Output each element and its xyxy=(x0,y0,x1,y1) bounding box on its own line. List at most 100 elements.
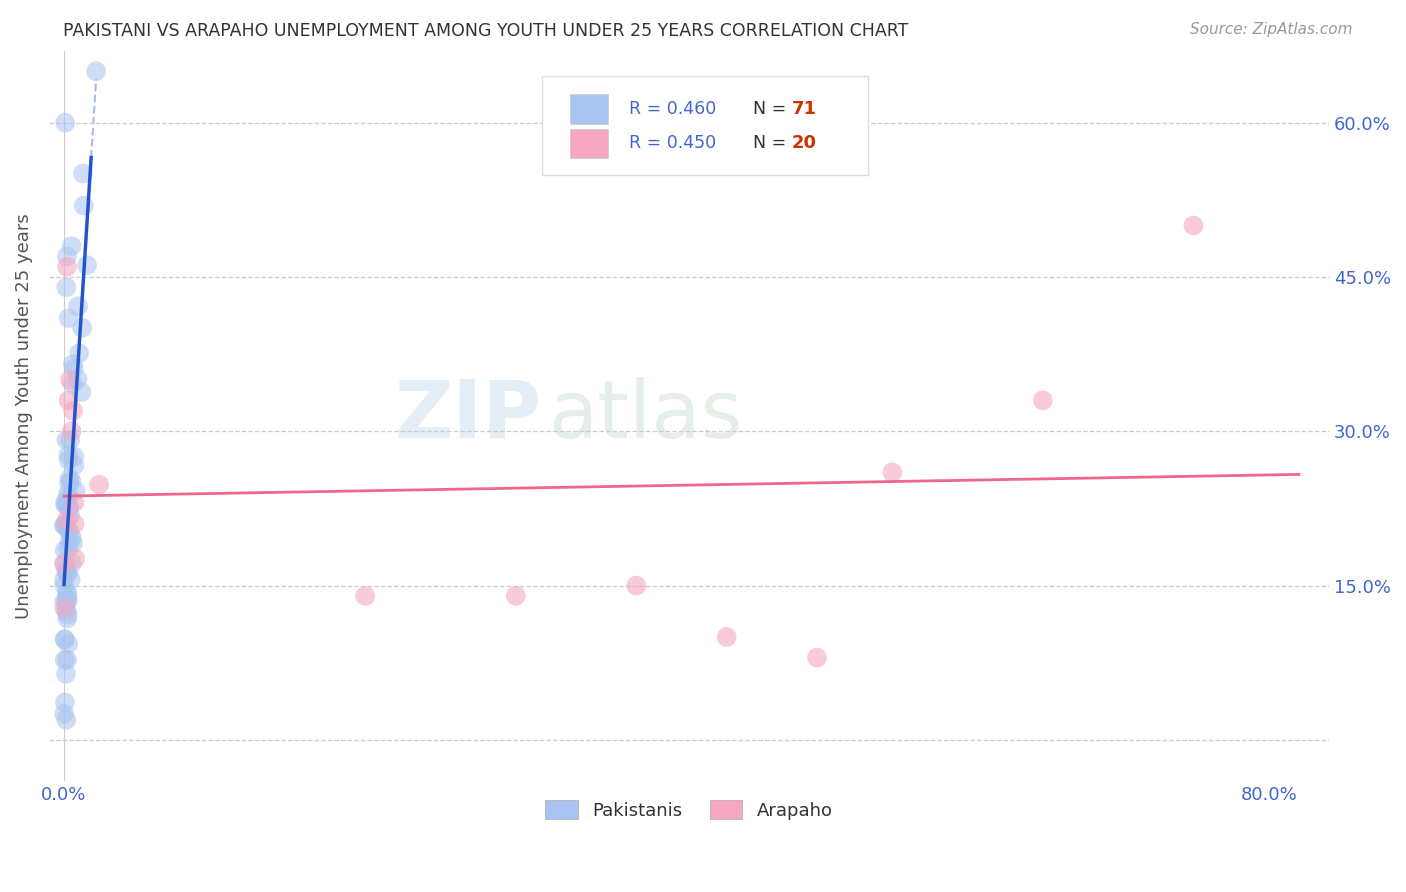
Point xyxy=(53,495,76,509)
Point xyxy=(56,588,79,602)
Point xyxy=(63,450,86,464)
Point xyxy=(59,373,82,387)
Point xyxy=(55,513,77,527)
Text: 71: 71 xyxy=(792,100,817,118)
Point xyxy=(806,650,828,665)
Point xyxy=(56,607,79,622)
Point xyxy=(55,280,77,294)
Point xyxy=(56,249,79,263)
Legend: Pakistanis, Arapaho: Pakistanis, Arapaho xyxy=(538,793,839,827)
Point xyxy=(63,458,86,473)
Point xyxy=(84,64,107,78)
Text: PAKISTANI VS ARAPAHO UNEMPLOYMENT AMONG YOUTH UNDER 25 YEARS CORRELATION CHART: PAKISTANI VS ARAPAHO UNEMPLOYMENT AMONG … xyxy=(63,22,908,40)
Point xyxy=(58,448,80,462)
Point xyxy=(63,495,86,509)
Text: N =: N = xyxy=(754,100,786,118)
Point xyxy=(354,589,377,603)
Point xyxy=(56,486,79,500)
Point xyxy=(59,533,82,548)
Point xyxy=(73,199,96,213)
Point xyxy=(55,604,77,618)
Point xyxy=(58,475,80,490)
Point xyxy=(56,585,79,599)
Point xyxy=(56,593,79,607)
Point xyxy=(56,653,79,667)
Point xyxy=(60,424,83,438)
Point xyxy=(59,508,82,523)
Text: R = 0.460: R = 0.460 xyxy=(628,100,716,118)
Point xyxy=(55,433,77,447)
Point xyxy=(72,167,94,181)
Point xyxy=(626,578,648,592)
Text: R = 0.450: R = 0.450 xyxy=(628,135,716,153)
Text: 20: 20 xyxy=(792,135,817,153)
Point xyxy=(55,563,77,577)
Text: ZIP: ZIP xyxy=(395,376,541,455)
Point xyxy=(60,474,83,488)
Point xyxy=(55,518,77,533)
Point xyxy=(59,471,82,485)
Point xyxy=(53,557,76,571)
Point xyxy=(55,666,77,681)
Point xyxy=(55,498,77,512)
Point xyxy=(62,403,84,417)
Point xyxy=(63,551,86,566)
FancyBboxPatch shape xyxy=(541,76,868,175)
Point xyxy=(53,573,76,587)
Point xyxy=(882,466,904,480)
Point xyxy=(66,372,89,386)
Point xyxy=(67,346,90,360)
Point xyxy=(53,116,76,130)
Point xyxy=(53,695,76,709)
Point xyxy=(53,518,76,533)
Point xyxy=(55,713,77,727)
Point xyxy=(53,706,76,721)
Point xyxy=(59,525,82,540)
Point xyxy=(56,491,79,505)
Text: N =: N = xyxy=(754,135,786,153)
Point xyxy=(53,543,76,558)
FancyBboxPatch shape xyxy=(569,128,609,158)
Point xyxy=(59,500,82,515)
Point xyxy=(70,321,93,335)
Point xyxy=(56,566,79,580)
Point xyxy=(60,556,83,570)
Point xyxy=(56,522,79,536)
Point xyxy=(63,516,86,531)
Point xyxy=(70,385,93,400)
FancyBboxPatch shape xyxy=(569,95,609,124)
Point xyxy=(62,357,84,371)
Point xyxy=(53,498,76,512)
Point xyxy=(53,578,76,592)
Point xyxy=(56,592,79,607)
Point xyxy=(59,433,82,447)
Point xyxy=(55,597,77,611)
Point xyxy=(58,311,80,326)
Point xyxy=(60,239,83,253)
Point xyxy=(63,361,86,376)
Point xyxy=(53,632,76,646)
Point xyxy=(56,611,79,625)
Point xyxy=(56,260,79,274)
Text: Source: ZipAtlas.com: Source: ZipAtlas.com xyxy=(1189,22,1353,37)
Y-axis label: Unemployment Among Youth under 25 years: Unemployment Among Youth under 25 years xyxy=(15,213,32,619)
Point xyxy=(58,500,80,515)
Point xyxy=(53,556,76,570)
Point xyxy=(716,630,738,644)
Point xyxy=(58,541,80,556)
Point xyxy=(59,573,82,587)
Point xyxy=(53,632,76,647)
Point xyxy=(62,536,84,550)
Point xyxy=(505,589,527,603)
Point xyxy=(66,299,89,313)
Point xyxy=(53,517,76,532)
Point xyxy=(89,477,111,491)
Point xyxy=(56,566,79,581)
Point xyxy=(76,258,98,272)
Point xyxy=(1032,393,1054,408)
Point xyxy=(62,376,84,391)
Point xyxy=(1182,219,1205,233)
Point xyxy=(58,453,80,467)
Point xyxy=(56,637,79,651)
Point xyxy=(53,600,76,615)
